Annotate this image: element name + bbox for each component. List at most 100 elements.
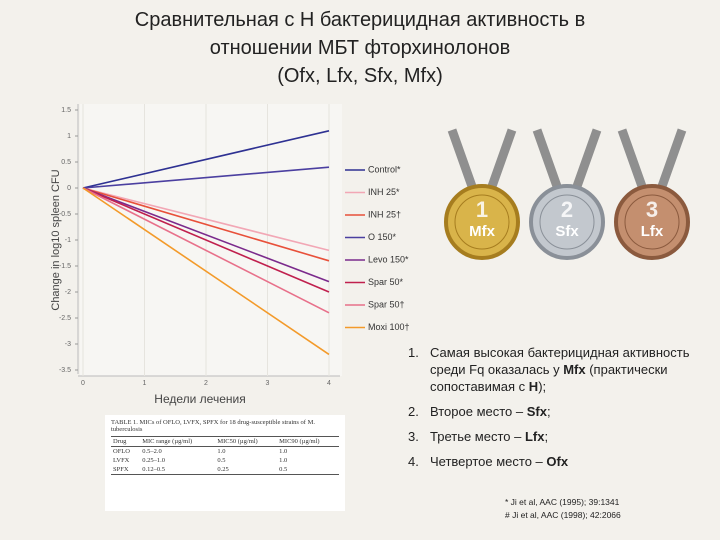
table-cell: SPFX: [113, 466, 129, 473]
table-cell: 0.5: [279, 466, 288, 473]
medal-inner: [539, 194, 595, 250]
ribbon: [447, 128, 517, 197]
table-grid: Drug MIC range (µg/ml) MIC50 (µg/ml) MIC90 …: [111, 436, 339, 475]
series-line: [82, 187, 330, 356]
x-tick-label: 2: [204, 380, 208, 387]
series-line: [82, 187, 330, 283]
y-tick-label: -3: [65, 341, 71, 348]
table-cell: OFLO: [113, 448, 130, 455]
legend-label: Spar 50†: [368, 299, 405, 309]
legend-label: Spar 50*: [368, 277, 404, 287]
list-text: Четвертое место – Ofx: [430, 453, 568, 470]
ribbon: [617, 128, 687, 197]
series-line: [82, 166, 330, 189]
y-tick-label: -1.5: [59, 263, 71, 270]
medal-drug: Mfx: [469, 223, 495, 240]
table-cell: 0.5: [217, 457, 226, 464]
medal-inner: [624, 194, 680, 250]
table-cell: LVFX: [113, 457, 130, 464]
title-line: отношении МБТ фторхинолонов: [209, 37, 511, 59]
x-tick-label: 4: [327, 380, 331, 387]
table-row: OFLO 0.5–2.0 1.0 1.0: [111, 447, 339, 457]
table-cell: 0.12–0.5: [142, 466, 165, 473]
medal: [444, 184, 520, 260]
footnote: # Ji et al, AAC (1998); 42:2066: [505, 510, 621, 520]
table-header: Drug MIC range (µg/ml) MIC50 (µg/ml) MIC90 …: [111, 436, 339, 447]
list-number: 3.: [408, 429, 419, 444]
list-text: Третье место – Lfx;: [430, 428, 548, 445]
table-row: SPFX 0.12–0.5 0.25 0.5: [111, 465, 339, 475]
medal: [614, 184, 690, 260]
table-cell: 1.0: [279, 457, 288, 464]
list: 1. Самая высокая бактерицидная активность…: [408, 344, 713, 478]
list-highlight: Mfx: [563, 362, 586, 377]
title: Сравнительная с Н бактерицидная активнос…: [40, 6, 680, 90]
medal-inner: [454, 194, 510, 250]
table: TABLE 1. MICs of OFLO, LVFX, SPFX for 18…: [105, 415, 345, 511]
series-line: [82, 187, 330, 314]
list-item: 4. Четвертое место – Ofx: [408, 453, 713, 470]
y-axis-label: Change in log10 spleen CFU: [50, 169, 62, 310]
list-number: 4.: [408, 454, 419, 469]
y-tick-label: 1: [67, 133, 71, 140]
medal-drug: Lfx: [641, 223, 664, 240]
legend-label: INH 25*: [368, 187, 400, 197]
list-number: 2.: [408, 404, 419, 419]
table-cell: 1.0: [279, 448, 288, 455]
legend-label: Moxi 100†: [368, 322, 410, 332]
legend-label: Levo 150*: [368, 254, 409, 264]
list-highlight: Sfx: [526, 404, 547, 419]
table-cell: 0.25: [217, 466, 229, 473]
y-tick-label: 1.5: [61, 107, 71, 114]
table-header-cell: Drug: [113, 438, 127, 445]
title-line: Сравнительная с Н бактерицидная активнос…: [134, 9, 586, 31]
list-text-part: Второе место –: [430, 404, 527, 419]
list-text-part: ;: [546, 404, 551, 419]
table-cell: 0.5–2.0: [142, 448, 162, 455]
plot-area: [80, 104, 342, 376]
footnotes: * Ji et al, AAC (1995); 39:1341 # Ji et …: [505, 496, 621, 522]
medal-rank: 1: [476, 197, 488, 222]
list-text-part: Третье место –: [430, 429, 525, 444]
y-tick-label: 0.5: [61, 159, 71, 166]
list-highlight: H: [528, 379, 539, 394]
medal-rank: 2: [561, 197, 573, 222]
list-text-part: Самая высокая бактерицидная активность с…: [430, 345, 690, 377]
table-cell: 1.0: [217, 448, 226, 455]
list-item: 3. Третье место – Lfx;: [408, 428, 713, 445]
ribbon: [532, 128, 602, 197]
x-tick-label: 0: [81, 380, 85, 387]
list-item: 1. Самая высокая бактерицидная активность…: [408, 344, 713, 395]
medal: [529, 184, 605, 260]
table-header-cell: MIC50 (µg/ml): [217, 438, 258, 445]
table-caption: TABLE 1. MICs of OFLO, LVFX, SPFX for 18…: [111, 419, 315, 433]
y-tick-label: 0: [67, 185, 71, 192]
y-tick-label: -1: [65, 237, 71, 244]
list-text: Самая высокая бактерицидная активность с…: [430, 344, 713, 395]
table-row: LVFX 0.25–1.0 0.5 1.0: [111, 456, 339, 465]
y-tick-label: -2.5: [59, 315, 71, 322]
list-item: 2. Второе место – Sfx;: [408, 403, 713, 420]
legend-label: O 150*: [368, 232, 397, 242]
list-highlight: Ofx: [546, 454, 569, 469]
table-cell: 0.25–1.0: [142, 457, 165, 464]
series-line: [82, 187, 330, 293]
list-text: Второе место – Sfx;: [430, 403, 551, 420]
y-tick-label: -0.5: [59, 211, 71, 218]
x-axis-label: Недели лечения: [154, 392, 245, 406]
y-tick-label: -2: [65, 289, 71, 296]
list-text-part: (практически сопоставимая с: [430, 362, 668, 394]
table-header-cell: MIC range (µg/ml): [142, 438, 193, 445]
list-highlight: Lfx: [524, 429, 545, 444]
x-tick-label: 3: [266, 380, 270, 387]
y-tick-label: -3.5: [59, 367, 71, 374]
medal-rank: 3: [646, 197, 658, 222]
title-line: (Ofx, Lfx, Sfx, Mfx): [277, 65, 443, 87]
table-header-cell: MIC90 (µg/ml): [279, 438, 320, 445]
list-text-part: Четвертое место –: [430, 454, 547, 469]
legend-label: Control*: [368, 164, 401, 174]
x-tick-label: 1: [143, 380, 147, 387]
